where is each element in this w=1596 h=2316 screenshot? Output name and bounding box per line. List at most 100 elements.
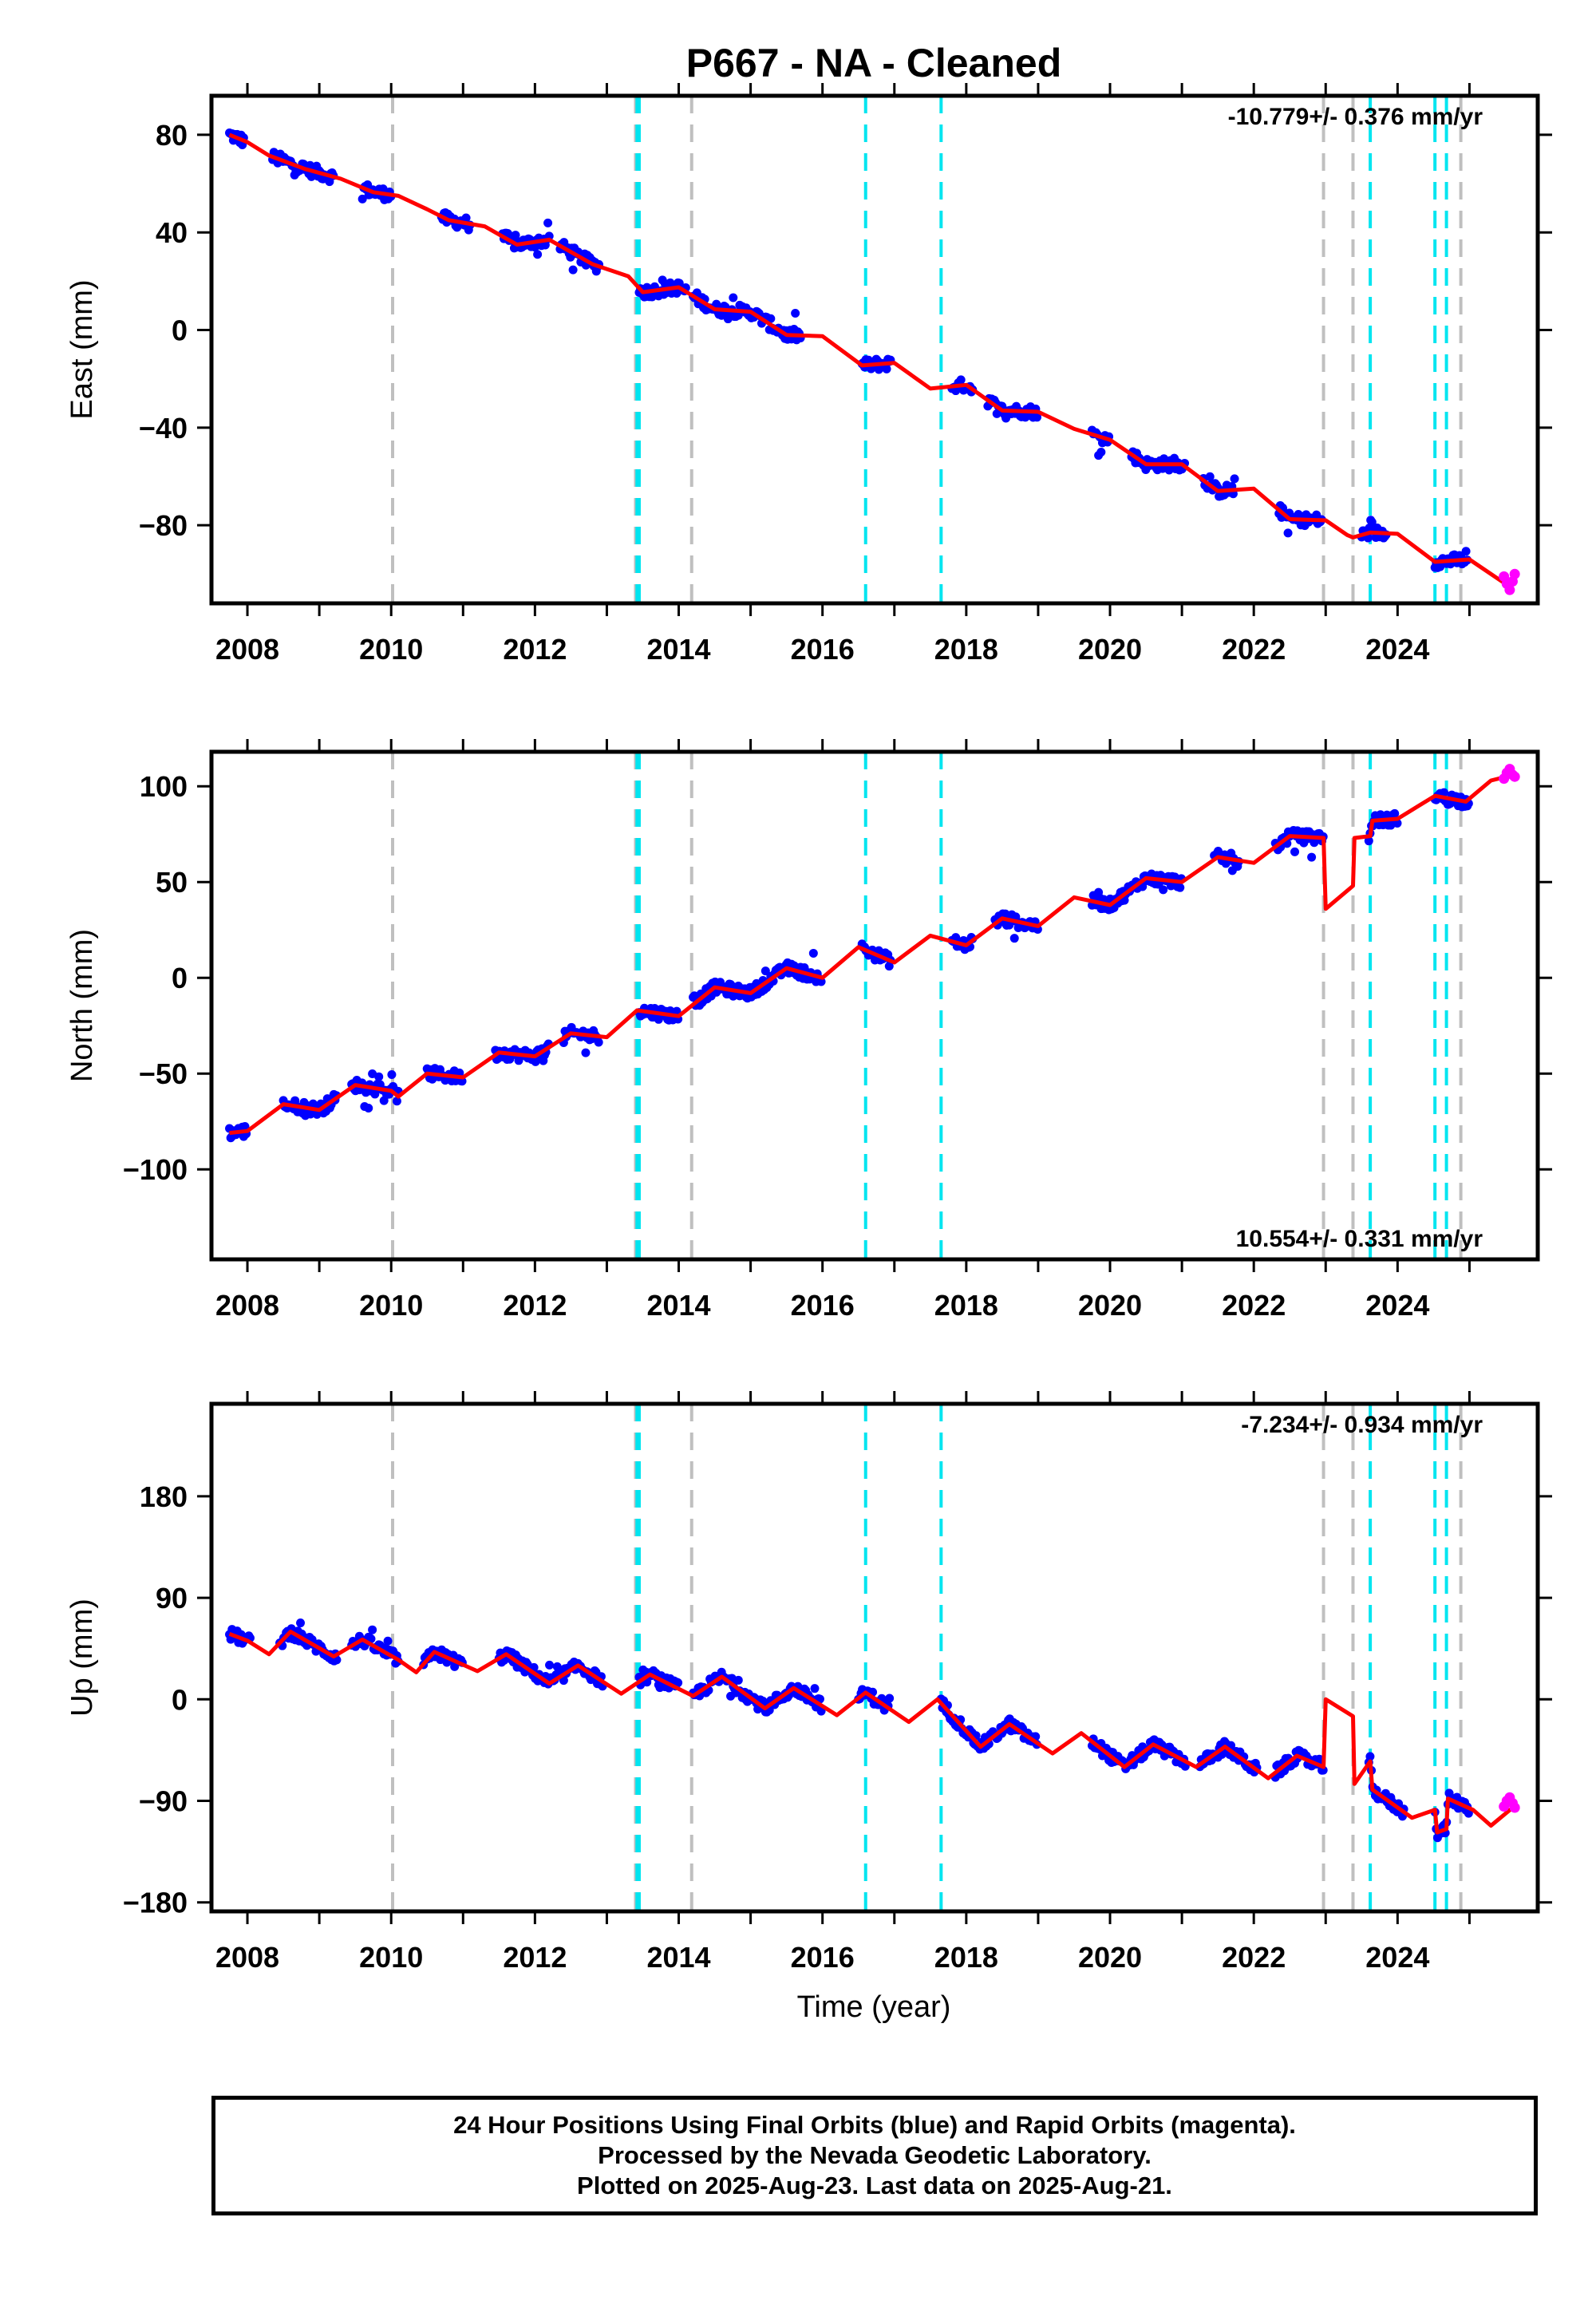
y-tick-label: −100 xyxy=(123,1153,188,1186)
final-orbit-point xyxy=(1464,1808,1473,1818)
x-tick-label: 2008 xyxy=(215,633,279,666)
velocity-rate-label: -10.779+/- 0.376 mm/yr xyxy=(1228,104,1483,130)
final-orbit-point xyxy=(1283,528,1293,538)
velocity-rate-label: 10.554+/- 0.331 mm/yr xyxy=(1236,1226,1483,1252)
final-orbit-point xyxy=(461,213,471,223)
final-orbit-point xyxy=(543,218,553,227)
y-tick-label: 0 xyxy=(172,314,188,347)
final-orbit-point xyxy=(810,1684,820,1694)
footer-line-1: 24 Hour Positions Using Final Orbits (bl… xyxy=(453,2111,1296,2139)
final-orbit-point xyxy=(729,991,738,1001)
final-orbit-point xyxy=(1364,836,1373,846)
model-line xyxy=(229,773,1515,1136)
y-tick-label: 80 xyxy=(156,119,188,152)
x-tick-label: 2016 xyxy=(791,1289,855,1322)
panel-up: 2008 2010 2012 2014 2016 2018 2020 2022 2024 −180… xyxy=(65,1391,1552,1974)
final-orbit-point xyxy=(296,1618,306,1628)
x-tick-label: 2012 xyxy=(503,633,567,666)
y-tick-label: 0 xyxy=(172,962,188,994)
x-tick-label: 2018 xyxy=(934,633,998,666)
final-orbit-point xyxy=(1390,808,1400,818)
y-tick-label: −40 xyxy=(139,412,188,445)
final-orbit-point xyxy=(674,1678,683,1688)
final-orbit-point xyxy=(1175,883,1185,892)
final-orbit-point xyxy=(594,1037,603,1047)
rapid-orbit-point xyxy=(1509,568,1520,579)
y-tick-label: −50 xyxy=(139,1057,188,1090)
x-tick-label: 2008 xyxy=(215,1289,279,1322)
y-axis-label: North (mm) xyxy=(65,929,99,1082)
final-orbit-point xyxy=(733,310,743,320)
x-tick-label: 2016 xyxy=(791,1941,855,1974)
final-orbit-point xyxy=(808,948,818,958)
final-orbit-point xyxy=(1461,547,1471,556)
final-orbit-point xyxy=(545,1660,555,1670)
y-axis-label: East (mm) xyxy=(65,279,99,419)
panel-east: 2008 2010 2012 2014 2016 2018 2020 2022 2024 −80 −… xyxy=(65,83,1552,666)
x-tick-label: 2022 xyxy=(1222,1941,1286,1974)
x-tick-label: 2008 xyxy=(215,1941,279,1974)
final-orbit-point xyxy=(760,966,770,976)
footer-line-3: Plotted on 2025-Aug-23. Last data on 202… xyxy=(577,2172,1172,2199)
y-tick-label: 100 xyxy=(140,770,188,803)
final-orbit-point xyxy=(712,299,721,309)
x-tick-label: 2010 xyxy=(359,633,423,666)
y-tick-label: −180 xyxy=(123,1887,188,1919)
model-line xyxy=(228,1630,1515,1835)
footer-box: 24 Hour Positions Using Final Orbits (bl… xyxy=(211,2096,1538,2215)
x-tick-label: 2020 xyxy=(1078,1289,1142,1322)
rapid-orbit-point xyxy=(1504,584,1515,595)
x-tick-label: 2014 xyxy=(646,633,710,666)
final-orbit-point xyxy=(1440,788,1449,797)
final-orbit-point xyxy=(358,194,367,204)
footer-line-2: Processed by the Nevada Geodetic Laborat… xyxy=(598,2141,1152,2169)
y-tick-label: 90 xyxy=(156,1582,188,1614)
final-orbit-point xyxy=(766,314,776,323)
final-orbit-point xyxy=(1205,472,1215,481)
y-tick-label: 50 xyxy=(156,866,188,899)
plot-area xyxy=(225,96,1520,603)
x-tick-label: 2020 xyxy=(1078,1941,1142,1974)
x-tick-label: 2022 xyxy=(1222,633,1286,666)
x-tick-label: 2016 xyxy=(791,633,855,666)
final-orbit-point xyxy=(1032,413,1041,422)
x-tick-label: 2022 xyxy=(1222,1289,1286,1322)
y-tick-label: 180 xyxy=(140,1480,188,1513)
x-tick-label: 2010 xyxy=(359,1941,423,1974)
final-orbit-point xyxy=(1307,852,1317,862)
panel-frame xyxy=(209,93,1540,606)
x-tick-label: 2018 xyxy=(934,1941,998,1974)
final-orbit-point xyxy=(368,1625,377,1634)
final-orbit-point xyxy=(1365,1752,1375,1761)
y-axis-label: Up (mm) xyxy=(65,1599,99,1717)
final-orbit-point xyxy=(729,293,738,302)
final-orbit-point xyxy=(1001,909,1010,919)
velocity-rate-label: -7.234+/- 0.934 mm/yr xyxy=(1241,1412,1483,1438)
x-tick-label: 2014 xyxy=(646,1941,710,1974)
x-tick-label: 2012 xyxy=(503,1941,567,1974)
x-tick-label: 2018 xyxy=(934,1289,998,1322)
rapid-orbit-point xyxy=(1509,771,1520,782)
x-tick-label: 2024 xyxy=(1365,1289,1429,1322)
model-line xyxy=(228,132,1515,589)
plot-area xyxy=(225,752,1520,1259)
final-orbit-point xyxy=(387,1069,397,1079)
y-tick-label: 0 xyxy=(172,1683,188,1716)
final-orbit-point xyxy=(383,1636,393,1646)
x-tick-label: 2010 xyxy=(359,1289,423,1322)
y-tick-label: −80 xyxy=(139,509,188,542)
final-orbit-point xyxy=(1230,474,1239,484)
x-tick-label: 2014 xyxy=(646,1289,710,1322)
final-orbit-point xyxy=(568,265,578,275)
final-orbit-point xyxy=(956,375,966,385)
final-orbit-point xyxy=(392,1097,401,1106)
final-orbit-point xyxy=(374,1072,384,1081)
final-orbit-point xyxy=(364,1103,373,1113)
y-tick-label: 40 xyxy=(156,216,188,249)
x-tick-label: 2012 xyxy=(503,1289,567,1322)
final-orbit-point xyxy=(733,1675,743,1685)
final-orbit-point xyxy=(1159,885,1168,895)
panel-frame xyxy=(209,1401,1540,1914)
panel-north: 2008 2010 2012 2014 2016 2018 2020 2022 2024 −100… xyxy=(65,739,1552,1322)
